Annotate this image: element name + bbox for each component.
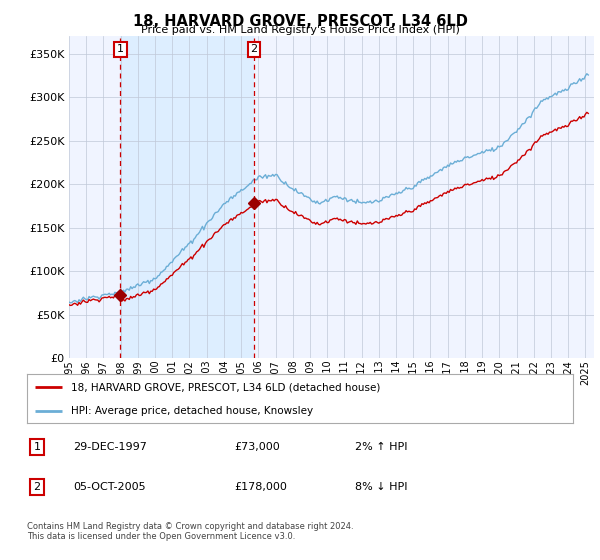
Text: 2% ↑ HPI: 2% ↑ HPI <box>355 442 407 452</box>
Text: 8% ↓ HPI: 8% ↓ HPI <box>355 482 407 492</box>
Bar <box>121 36 254 358</box>
Text: 2: 2 <box>34 482 41 492</box>
Text: £178,000: £178,000 <box>235 482 287 492</box>
Text: 18, HARVARD GROVE, PRESCOT, L34 6LD (detached house): 18, HARVARD GROVE, PRESCOT, L34 6LD (det… <box>71 382 380 393</box>
Text: 1: 1 <box>117 44 124 54</box>
Text: 29-DEC-1997: 29-DEC-1997 <box>73 442 147 452</box>
Text: 18, HARVARD GROVE, PRESCOT, L34 6LD: 18, HARVARD GROVE, PRESCOT, L34 6LD <box>133 14 467 29</box>
Text: £73,000: £73,000 <box>235 442 280 452</box>
Text: HPI: Average price, detached house, Knowsley: HPI: Average price, detached house, Know… <box>71 406 313 416</box>
Text: 05-OCT-2005: 05-OCT-2005 <box>73 482 146 492</box>
Text: Contains HM Land Registry data © Crown copyright and database right 2024.
This d: Contains HM Land Registry data © Crown c… <box>27 522 353 542</box>
Text: 2: 2 <box>250 44 257 54</box>
Text: Price paid vs. HM Land Registry's House Price Index (HPI): Price paid vs. HM Land Registry's House … <box>140 25 460 35</box>
Text: 1: 1 <box>34 442 41 452</box>
